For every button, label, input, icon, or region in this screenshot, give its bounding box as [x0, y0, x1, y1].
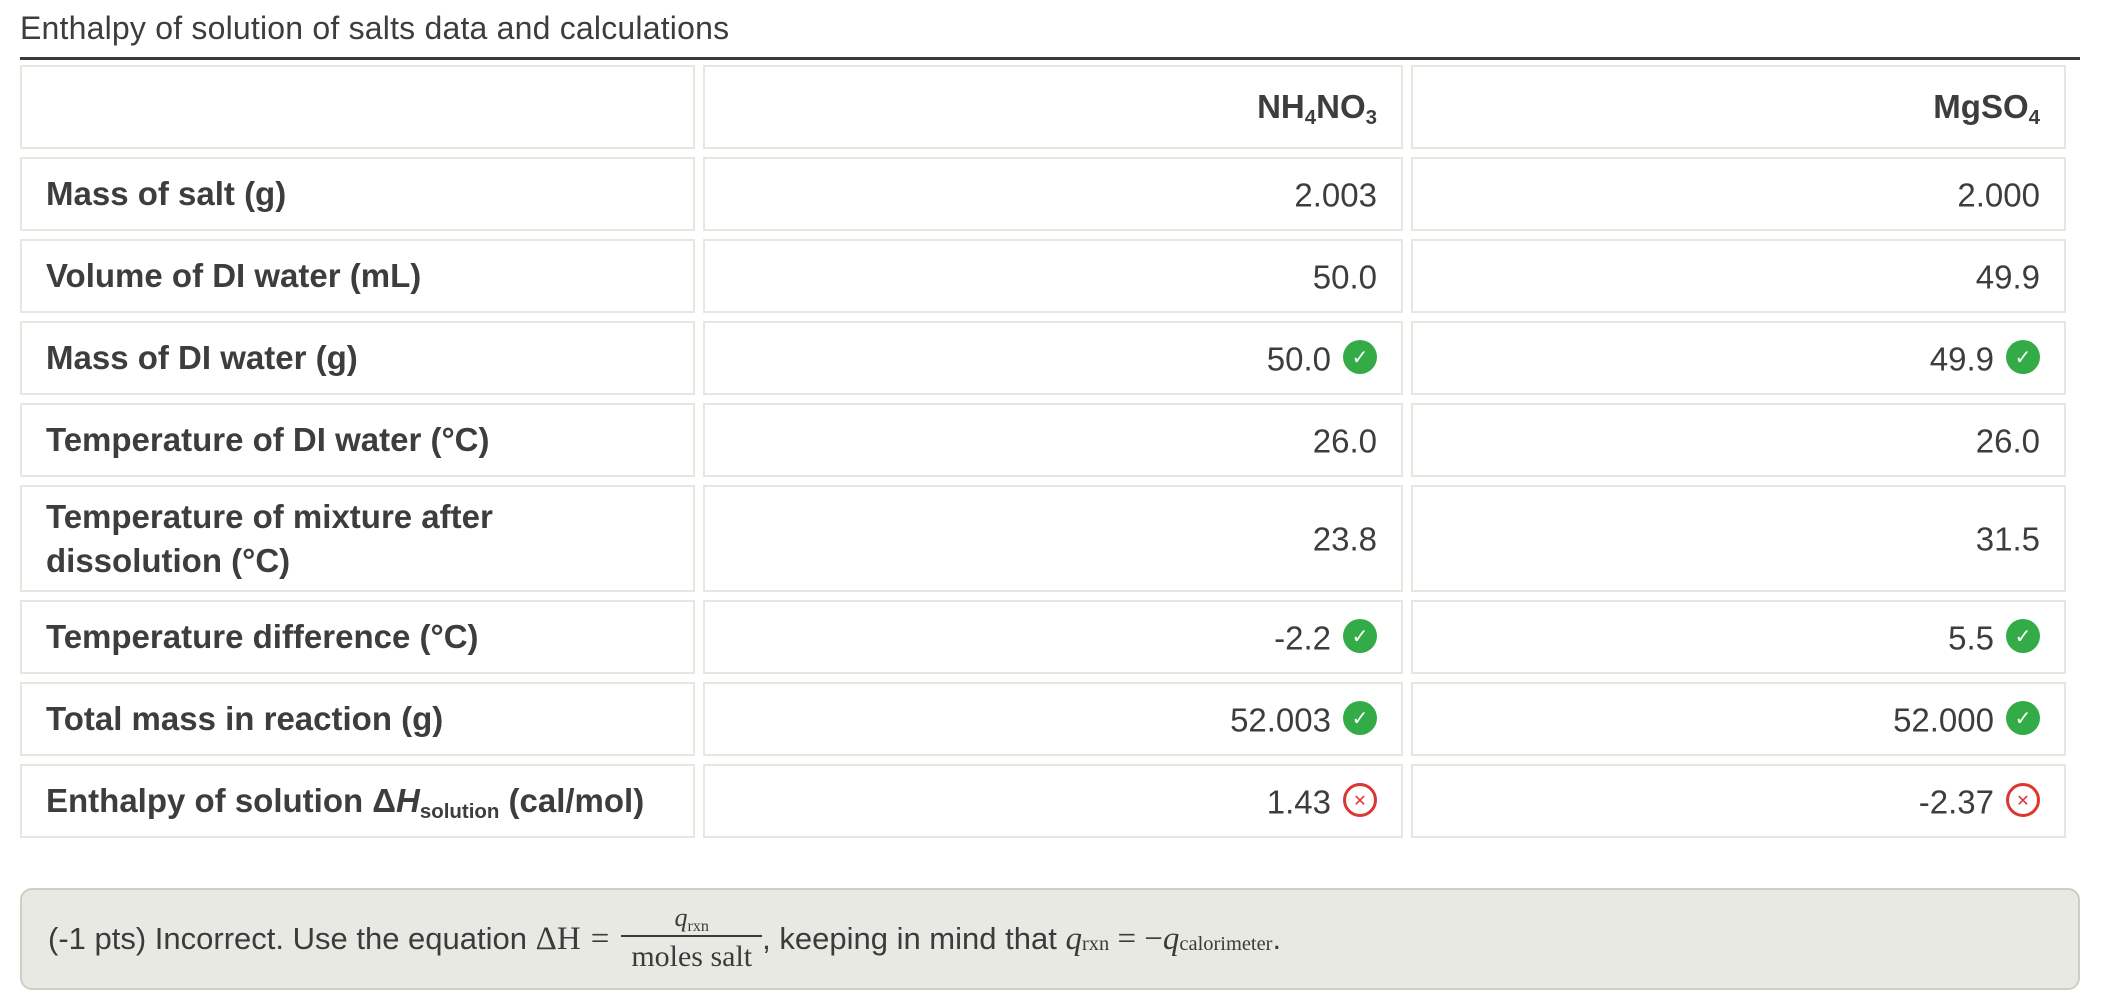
value-cell[interactable]: -2.37 ✕ — [1411, 764, 2066, 839]
table-row: Total mass in reaction (g) 52.003 ✓ 52.000 ✓ — [20, 682, 2066, 757]
subscript-text: 3 — [1365, 105, 1377, 129]
status-cross-icon: ✕ — [1343, 783, 1377, 818]
feedback-equation: ΔH = qrxn moles salt — [536, 903, 763, 974]
status-check-icon: ✓ — [1343, 340, 1377, 375]
text-segment: NH — [1257, 88, 1305, 125]
value-cell[interactable]: 52.000 ✓ — [1411, 682, 2066, 757]
row-label: Mass of salt (g) — [20, 157, 695, 231]
text-segment: q — [674, 903, 688, 933]
title-divider — [20, 57, 2080, 60]
row-label: Total mass in reaction (g) — [20, 682, 695, 757]
table-row: Mass of DI water (g) 50.0 ✓ 49.9 ✓ — [20, 321, 2066, 395]
cell-value: 5.5 — [1948, 619, 1994, 657]
value-cell[interactable]: 2.003 — [703, 157, 1403, 231]
cell-value: -2.2 — [1274, 619, 1331, 657]
text-segment: q — [1065, 920, 1082, 957]
equation-equals: = — [590, 920, 610, 957]
text-segment: Enthalpy of solution Δ — [46, 782, 397, 820]
status-cross-icon: ✕ — [2006, 783, 2040, 818]
feedback-text-before: (-1 pts) Incorrect. Use the equation — [48, 921, 536, 957]
status-check-icon: ✓ — [1343, 701, 1377, 736]
value-cell[interactable]: 5.5 ✓ — [1411, 600, 2066, 675]
subscript-text: rxn — [1081, 933, 1110, 956]
header-empty-cell — [20, 65, 695, 149]
table-row: Enthalpy of solution ΔHsolution (cal/mol… — [20, 764, 2066, 839]
equation-fraction: qrxn moles salt — [621, 903, 763, 975]
row-label: Enthalpy of solution ΔHsolution (cal/mol… — [20, 764, 695, 839]
cell-value: 23.8 — [1312, 520, 1377, 558]
subscript-text: solution — [419, 800, 500, 824]
cell-value: 52.003 — [1230, 701, 1331, 739]
cell-value: 2.003 — [1294, 176, 1377, 214]
cell-value: 52.000 — [1893, 701, 1994, 739]
subscript-text: 4 — [2028, 105, 2040, 129]
value-cell[interactable]: -2.2 ✓ — [703, 600, 1403, 675]
fraction-denominator: moles salt — [621, 935, 763, 975]
header-salt-1: NH4NO3 — [703, 65, 1403, 149]
row-label: Temperature difference (°C) — [20, 600, 695, 675]
table-row: Temperature of mixture after dissolution… — [20, 485, 2066, 593]
value-cell[interactable]: 49.9 — [1411, 239, 2066, 313]
row-label: Mass of DI water (g) — [20, 321, 695, 395]
status-check-icon: ✓ — [2006, 619, 2040, 654]
cell-value: 50.0 — [1312, 258, 1377, 296]
value-cell[interactable]: 23.8 — [703, 485, 1403, 593]
cell-value: 1.43 — [1266, 783, 1331, 821]
text-segment: q — [1162, 920, 1180, 957]
value-cell[interactable]: 26.0 — [1411, 403, 2066, 477]
cell-value: 49.9 — [1975, 258, 2040, 296]
fraction-numerator: qrxn — [666, 903, 716, 935]
value-cell[interactable]: 52.003 ✓ — [703, 682, 1403, 757]
row-label: Temperature of mixture after dissolution… — [20, 485, 695, 593]
subscript-text: 4 — [1304, 105, 1317, 129]
feedback-relation: q rxn = − q calorimeter — [1065, 921, 1272, 958]
value-cell[interactable]: 2.000 — [1411, 157, 2066, 231]
table-row: Temperature difference (°C) -2.2 ✓ 5.5 ✓ — [20, 600, 2066, 675]
row-label: Temperature of DI water (°C) — [20, 403, 695, 477]
value-cell[interactable]: 49.9 ✓ — [1411, 321, 2066, 395]
value-cell[interactable]: 31.5 — [1411, 485, 2066, 593]
text-segment: (cal/mol) — [499, 782, 645, 820]
status-check-icon: ✓ — [2006, 701, 2040, 736]
subscript-text: rxn — [687, 917, 709, 935]
feedback-box: (-1 pts) Incorrect. Use the equation ΔH … — [20, 888, 2080, 991]
value-cell[interactable]: 26.0 — [703, 403, 1403, 477]
equation-lhs: ΔH — [535, 920, 581, 957]
text-segment: MgSO — [1933, 88, 2029, 125]
value-cell[interactable]: 50.0 — [703, 239, 1403, 313]
cell-value: 2.000 — [1957, 176, 2040, 214]
page-title: Enthalpy of solution of salts data and c… — [20, 10, 730, 46]
header-salt-2: MgSO4 — [1411, 65, 2066, 149]
cell-value: 26.0 — [1312, 422, 1377, 460]
table-header-row: NH4NO3 MgSO4 — [20, 65, 2066, 149]
feedback-text-after: . — [1272, 921, 1282, 957]
text-segment: NO — [1316, 88, 1366, 125]
row-label: Volume of DI water (mL) — [20, 239, 695, 313]
value-cell[interactable]: 1.43 ✕ — [703, 764, 1403, 839]
status-check-icon: ✓ — [1343, 619, 1377, 654]
value-cell[interactable]: 50.0 ✓ — [703, 321, 1403, 395]
table-row: Mass of salt (g) 2.003 2.000 — [20, 157, 2066, 231]
cell-value: 31.5 — [1975, 520, 2040, 558]
text-segment: H — [396, 782, 420, 820]
table-row: Volume of DI water (mL) 50.0 49.9 — [20, 239, 2066, 313]
feedback-text-middle: , keeping in mind that — [762, 921, 1066, 957]
cell-value: 26.0 — [1975, 422, 2040, 460]
cell-value: -2.37 — [1918, 783, 1994, 821]
text-segment: = − — [1109, 920, 1163, 957]
table-row: Temperature of DI water (°C) 26.0 26.0 — [20, 403, 2066, 477]
enthalpy-data-table: NH4NO3 MgSO4 Mass of salt (g) 2.003 2.000 Vo… — [12, 57, 2074, 846]
cell-value: 49.9 — [1929, 340, 1994, 378]
status-check-icon: ✓ — [2006, 340, 2040, 375]
cell-value: 50.0 — [1266, 340, 1331, 378]
subscript-text: calorimeter — [1179, 933, 1273, 956]
